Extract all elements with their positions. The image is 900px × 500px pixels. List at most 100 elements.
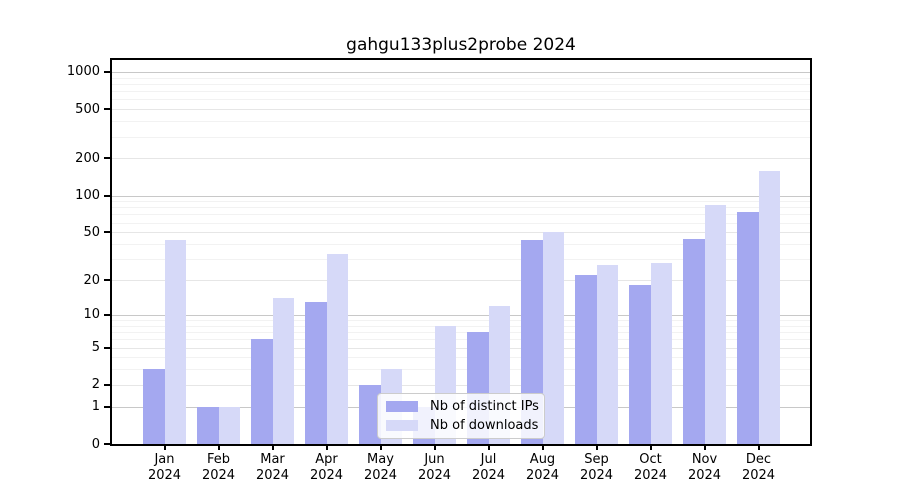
y-tick-0 [104, 443, 112, 445]
gridline-9 [112, 320, 810, 321]
y-tick-20 [104, 279, 112, 281]
legend: Nb of distinct IPs Nb of downloads [377, 393, 545, 439]
bar-nb-of-distinct-ips-dec-2024 [737, 211, 759, 444]
y-tick-label-100: 100 [75, 188, 100, 203]
y-tick-label-500: 500 [75, 101, 100, 117]
y-tick-label-5: 5 [91, 340, 100, 355]
y-tick-label-1: 1 [91, 399, 100, 415]
legend-item-distinct-ips: Nb of distinct IPs [378, 399, 544, 414]
chart-title: gahgu133plus2probe 2024 [346, 35, 576, 55]
plot-area [112, 60, 810, 444]
y-tick-label-200: 200 [75, 150, 100, 166]
y-tick-2 [104, 383, 112, 386]
legend-swatch-downloads [386, 419, 418, 431]
y-tick-label-1000: 1000 [66, 64, 100, 80]
x-tick-mar-2024 [271, 444, 274, 450]
y-tick-200 [104, 157, 112, 160]
y-tick-label-50: 50 [83, 224, 100, 240]
x-tick-label-mar-2024: Mar 2024 [255, 452, 290, 483]
x-tick-label-feb-2024: Feb 2024 [201, 452, 236, 483]
bar-nb-of-distinct-ips-mar-2024 [251, 339, 273, 444]
gridline-100 [112, 195, 810, 197]
legend-label-downloads: Nb of downloads [430, 417, 539, 433]
x-tick-oct-2024 [649, 444, 652, 450]
y-tick-500 [104, 108, 112, 111]
x-tick-apr-2024 [325, 444, 328, 450]
bar-nb-of-distinct-ips-apr-2024 [305, 301, 327, 444]
bar-nb-of-distinct-ips-sep-2024 [575, 275, 597, 444]
gridline-500 [112, 109, 810, 111]
x-tick-label-oct-2024: Oct 2024 [633, 452, 668, 483]
gridline-400 [112, 121, 810, 123]
x-tick-label-may-2024: May 2024 [363, 452, 398, 483]
gridline-30 [112, 259, 810, 261]
y-tick-label-10: 10 [83, 307, 100, 323]
gridline-2 [112, 384, 810, 386]
x-tick-may-2024 [379, 444, 382, 450]
bar-nb-of-downloads-sep-2024 [596, 264, 618, 444]
bar-nb-of-distinct-ips-feb-2024 [197, 406, 219, 444]
gridline-6 [112, 339, 810, 341]
bar-nb-of-downloads-dec-2024 [758, 171, 780, 444]
gridline-700 [112, 91, 810, 93]
x-tick-jan-2024 [163, 444, 166, 450]
bar-nb-of-downloads-apr-2024 [326, 254, 348, 444]
bar-nb-of-downloads-aug-2024 [542, 232, 564, 444]
legend-label-distinct-ips: Nb of distinct IPs [430, 399, 539, 415]
bar-nb-of-distinct-ips-jan-2024 [143, 369, 165, 444]
y-tick-10 [104, 313, 112, 316]
gridline-5 [112, 347, 810, 349]
gridline-300 [112, 136, 810, 138]
gridline-1000 [112, 71, 810, 73]
bar-nb-of-distinct-ips-may-2024 [359, 384, 381, 444]
x-tick-label-aug-2024: Aug 2024 [525, 452, 560, 483]
x-tick-label-jan-2024: Jan 2024 [147, 452, 182, 483]
x-tick-dec-2024 [757, 444, 760, 450]
legend-item-downloads: Nb of downloads [378, 418, 544, 433]
x-tick-aug-2024 [541, 444, 544, 450]
y-tick-label-0: 0 [91, 436, 100, 452]
y-tick-label-2: 2 [91, 377, 100, 393]
gridline-90 [112, 201, 810, 203]
gridline-50 [112, 232, 810, 234]
x-tick-label-apr-2024: Apr 2024 [309, 452, 344, 483]
bar-nb-of-downloads-oct-2024 [650, 262, 672, 444]
gridline-10 [112, 314, 810, 316]
y-tick-label-20: 20 [83, 272, 100, 288]
x-tick-nov-2024 [703, 444, 706, 450]
x-tick-jun-2024 [433, 444, 436, 450]
x-tick-label-sep-2024: Sep 2024 [579, 452, 614, 483]
x-tick-label-jun-2024: Jun 2024 [417, 452, 452, 483]
bar-nb-of-downloads-mar-2024 [272, 298, 294, 444]
gridline-80 [112, 207, 810, 209]
y-tick-1 [104, 405, 112, 408]
x-tick-label-nov-2024: Nov 2024 [687, 452, 722, 483]
y-tick-100 [104, 194, 112, 197]
gridline-4 [112, 357, 810, 359]
gridline-60 [112, 222, 810, 224]
y-tick-5 [104, 346, 112, 349]
gridline-600 [112, 99, 810, 101]
bar-nb-of-distinct-ips-oct-2024 [629, 285, 651, 444]
gridline-8 [112, 325, 810, 327]
x-tick-label-dec-2024: Dec 2024 [741, 452, 776, 483]
bar-nb-of-downloads-nov-2024 [704, 204, 726, 444]
x-tick-feb-2024 [217, 444, 220, 450]
x-tick-jul-2024 [487, 444, 490, 450]
legend-swatch-distinct-ips [386, 401, 418, 413]
bar-nb-of-distinct-ips-nov-2024 [683, 239, 705, 444]
gridline-3 [112, 369, 810, 371]
gridline-20 [112, 280, 810, 281]
gridline-800 [112, 83, 810, 85]
gridline-900 [112, 77, 810, 79]
gridline-200 [112, 158, 810, 160]
x-tick-label-jul-2024: Jul 2024 [471, 452, 506, 483]
bar-nb-of-downloads-jan-2024 [164, 240, 186, 444]
y-tick-50 [104, 231, 112, 234]
x-tick-sep-2024 [595, 444, 598, 450]
gridline-70 [112, 214, 810, 216]
y-tick-1000 [104, 70, 112, 73]
bar-nb-of-downloads-feb-2024 [218, 406, 240, 444]
gridline-40 [112, 244, 810, 245]
